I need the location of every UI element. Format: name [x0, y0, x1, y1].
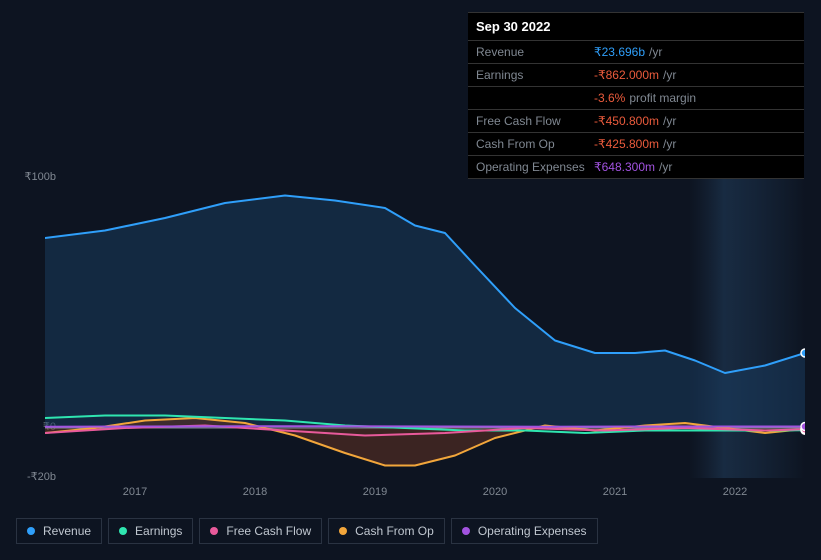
tooltip-row-unit: /yr	[649, 45, 662, 59]
legend-dot-icon	[27, 527, 35, 535]
legend-dot-icon	[339, 527, 347, 535]
x-tick-label: 2021	[603, 486, 627, 498]
tooltip-row: Free Cash Flow-₹450.800m/yr	[468, 110, 804, 133]
tooltip-row-value: -3.6%	[594, 91, 625, 105]
x-tick-label: 2020	[483, 486, 507, 498]
tooltip-row: Cash From Op-₹425.800m/yr	[468, 133, 804, 156]
series-end-dot	[801, 349, 805, 357]
tooltip-row-unit: /yr	[663, 114, 676, 128]
legend-label: Cash From Op	[355, 524, 434, 538]
financials-chart	[45, 178, 805, 478]
tooltip-row: Earnings-₹862.000m/yr	[468, 64, 804, 87]
legend-item[interactable]: Revenue	[16, 518, 102, 544]
legend-item[interactable]: Operating Expenses	[451, 518, 598, 544]
tooltip-row-value: -₹425.800m	[594, 137, 659, 151]
tooltip-row-unit: profit margin	[629, 91, 696, 105]
tooltip-row-unit: /yr	[663, 68, 676, 82]
tooltip-row-value: -₹450.800m	[594, 114, 659, 128]
tooltip-row-value: ₹648.300m	[594, 160, 655, 174]
series-line	[45, 426, 805, 427]
series-end-dot	[801, 423, 805, 431]
legend-item[interactable]: Free Cash Flow	[199, 518, 322, 544]
legend-label: Earnings	[135, 524, 182, 538]
legend-label: Operating Expenses	[478, 524, 587, 538]
tooltip-row: -3.6% profit margin	[468, 87, 804, 110]
tooltip-row: Revenue₹23.696b/yr	[468, 41, 804, 64]
legend-dot-icon	[462, 527, 470, 535]
tooltip-row-label: Earnings	[476, 68, 594, 82]
x-tick-label: 2022	[723, 486, 747, 498]
x-tick-label: 2018	[243, 486, 267, 498]
legend-label: Free Cash Flow	[226, 524, 311, 538]
legend-item[interactable]: Earnings	[108, 518, 193, 544]
tooltip-row-label: Free Cash Flow	[476, 114, 594, 128]
hover-tooltip: Sep 30 2022 Revenue₹23.696b/yrEarnings-₹…	[468, 12, 804, 179]
tooltip-row-label: Revenue	[476, 45, 594, 59]
legend-dot-icon	[210, 527, 218, 535]
legend-item[interactable]: Cash From Op	[328, 518, 445, 544]
legend-dot-icon	[119, 527, 127, 535]
tooltip-rows: Revenue₹23.696b/yrEarnings-₹862.000m/yr-…	[468, 41, 804, 179]
tooltip-row-value: ₹23.696b	[594, 45, 645, 59]
tooltip-row-label: Cash From Op	[476, 137, 594, 151]
future-band	[689, 178, 805, 478]
x-axis: 2017 2018 2019 2020 2021 2022	[45, 486, 805, 502]
legend: Revenue Earnings Free Cash Flow Cash From O…	[16, 518, 598, 544]
tooltip-row-value: -₹862.000m	[594, 68, 659, 82]
legend-label: Revenue	[43, 524, 91, 538]
x-tick-label: 2017	[123, 486, 147, 498]
x-tick-label: 2019	[363, 486, 387, 498]
tooltip-row-unit: /yr	[659, 160, 672, 174]
tooltip-row-label: Operating Expenses	[476, 160, 594, 174]
tooltip-row-unit: /yr	[663, 137, 676, 151]
tooltip-row: Operating Expenses₹648.300m/yr	[468, 156, 804, 179]
tooltip-date: Sep 30 2022	[468, 13, 804, 41]
